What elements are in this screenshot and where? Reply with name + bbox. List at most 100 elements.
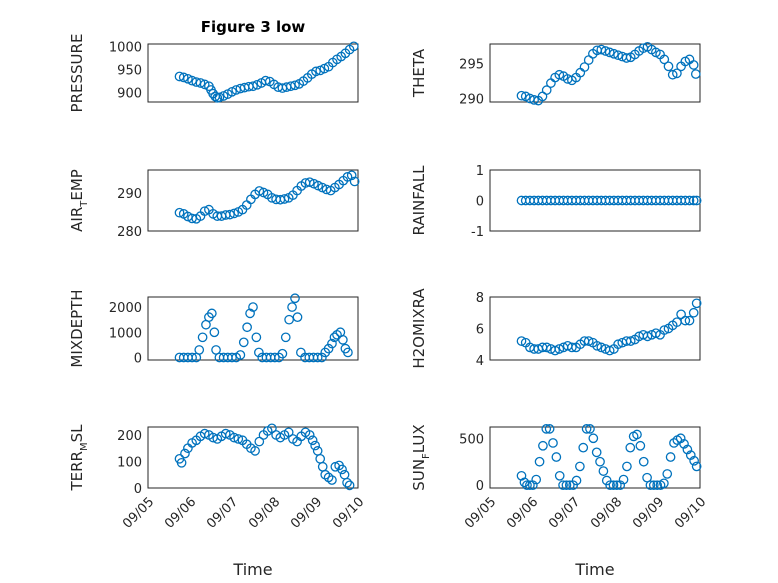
data-point: [585, 424, 595, 434]
data-series: [516, 424, 702, 491]
data-point: [625, 442, 636, 453]
data-point: [550, 345, 560, 356]
data-point: [604, 345, 615, 356]
y-tick-label: 0: [476, 479, 484, 494]
data-point: [311, 66, 321, 77]
y-tick-label: 500: [459, 432, 484, 447]
data-point: [195, 78, 206, 88]
data-point: [238, 337, 249, 348]
data-point: [229, 432, 239, 443]
data-point: [199, 428, 210, 439]
data-point: [690, 69, 701, 79]
data-point: [595, 456, 605, 467]
data-point: [544, 424, 555, 434]
data-point: [551, 452, 562, 462]
data-point: [588, 433, 599, 444]
data-point: [292, 312, 303, 323]
data-series: [516, 41, 701, 106]
data-point: [622, 461, 632, 472]
data-point: [245, 308, 255, 319]
data-point: [691, 461, 702, 472]
data-point: [667, 69, 678, 80]
data-point: [519, 477, 530, 488]
subplot-6: 4 6 8 H2OMIXRA: [410, 288, 702, 369]
data-point: [327, 338, 337, 349]
data-point: [284, 314, 294, 325]
data-point: [642, 331, 653, 342]
subplot-2: 290 295 THETA: [410, 41, 701, 108]
data-point: [675, 433, 686, 444]
data-point: [176, 457, 187, 468]
x-axis-label: Time: [232, 560, 272, 579]
data-point: [304, 430, 315, 440]
y-axis-label: RAINFALL: [410, 165, 428, 236]
data-point: [194, 345, 205, 355]
data-series: [516, 195, 702, 206]
data-point: [608, 480, 619, 491]
data-point: [180, 448, 190, 459]
y-tick-label: 900: [117, 87, 142, 102]
subplot-1: 900 950 1000 PRESSURE Figure 3 low: [68, 18, 359, 112]
y-tick-label: 200: [117, 429, 142, 444]
y-tick-label: 8: [476, 291, 484, 306]
data-point: [659, 478, 669, 489]
data-series: [174, 293, 353, 363]
data-point: [248, 302, 258, 312]
data-point: [554, 69, 565, 80]
data-point: [229, 208, 239, 219]
data-series: [174, 170, 360, 224]
data-point: [679, 439, 689, 449]
data-point: [251, 332, 262, 343]
y-tick-label: 290: [459, 93, 484, 108]
data-point: [534, 456, 545, 467]
data-point: [343, 347, 353, 358]
y-tick-label: 1: [476, 164, 484, 179]
data-point: [652, 480, 663, 491]
data-point: [648, 480, 659, 491]
data-point: [583, 336, 594, 346]
data-point: [235, 350, 246, 360]
y-tick-label: 0: [134, 482, 142, 497]
data-point: [178, 72, 189, 83]
data-point: [214, 92, 225, 103]
data-point: [248, 81, 258, 92]
data-point: [516, 336, 527, 346]
data-point: [684, 195, 695, 206]
data-point: [651, 328, 661, 339]
y-axis-label: MIXDEPTH: [68, 289, 86, 367]
y-tick-label: 0: [134, 351, 142, 366]
data-point: [680, 315, 691, 326]
data-point: [525, 480, 535, 491]
data-point: [225, 209, 235, 220]
data-point: [307, 435, 318, 446]
data-point: [342, 477, 352, 488]
data-point: [304, 177, 315, 188]
data-point: [609, 48, 619, 59]
data-point: [554, 470, 565, 481]
data-point: [349, 176, 360, 187]
subplot-4: -1 0 1 RAINFALL: [410, 164, 702, 240]
data-point: [312, 352, 323, 363]
data-point: [592, 340, 602, 351]
data-point: [685, 450, 696, 461]
data-point: [206, 308, 217, 319]
data-point: [538, 440, 548, 451]
data-point: [688, 60, 699, 70]
y-tick-label: 0: [476, 195, 484, 210]
data-point: [242, 322, 252, 333]
data-point: [342, 172, 353, 182]
data-point: [604, 47, 615, 58]
data-point: [346, 170, 357, 181]
data-point: [279, 194, 290, 204]
data-point: [329, 332, 340, 343]
data-point: [596, 342, 607, 353]
y-axis-label: SUNFLUX: [410, 424, 432, 490]
data-point: [233, 434, 244, 444]
data-point: [659, 325, 670, 335]
plot-frame: [147, 169, 359, 232]
data-point: [635, 440, 646, 451]
chart-title: Figure 3 low: [201, 18, 306, 36]
data-point: [541, 85, 552, 95]
y-tick-label: -1: [471, 225, 484, 240]
